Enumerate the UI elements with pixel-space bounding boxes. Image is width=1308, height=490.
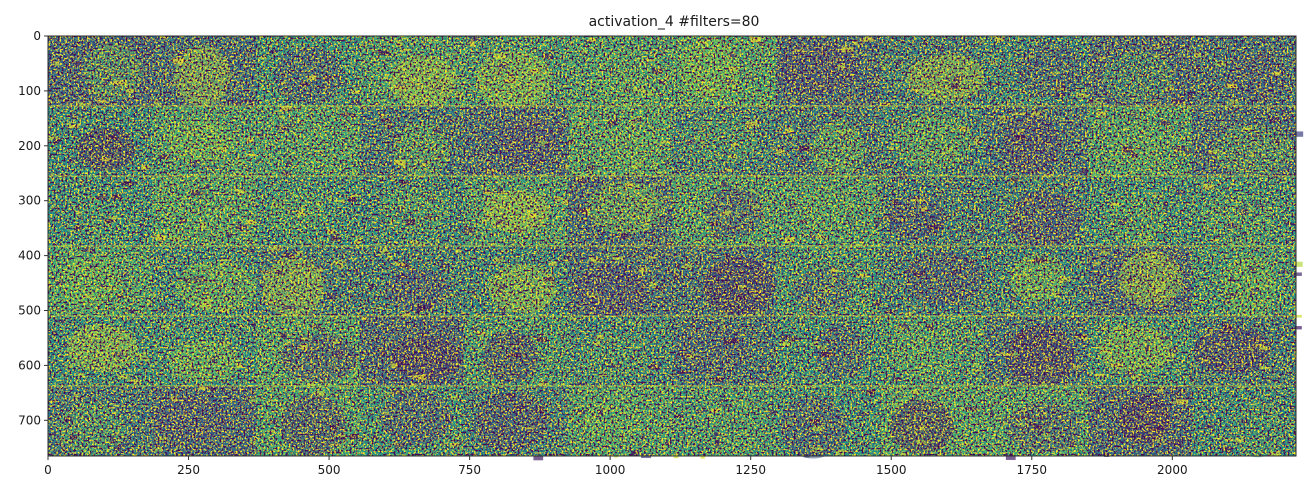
x-tick-label: 2000 [1157,463,1188,477]
y-tick-label: 100 [18,84,41,98]
x-tick-label: 500 [318,463,341,477]
y-tick-label: 400 [18,249,41,263]
y-tick-label: 200 [18,139,41,153]
x-tick-label: 250 [177,463,200,477]
y-tick-label: 300 [18,194,41,208]
y-tick-label: 600 [18,358,41,372]
y-tick-label: 700 [18,413,41,427]
plot-frame [47,35,1297,457]
x-tick-label: 1750 [1017,463,1048,477]
x-tick-label: 1000 [595,463,626,477]
y-tick-label: 500 [18,304,41,318]
x-tick-label: 1250 [735,463,766,477]
x-tick-label: 0 [44,463,52,477]
x-tick-label: 1500 [876,463,907,477]
x-tick-label: 750 [458,463,481,477]
y-axis: 0 100 200 300 400 500 600 700 [18,29,48,427]
chart-title: activation_4 #filters=80 [589,14,760,30]
x-axis: 0 250 500 750 1000 1250 1500 1750 2000 [44,456,1188,477]
y-tick-label: 0 [33,29,41,43]
tile-separators [48,105,1296,387]
